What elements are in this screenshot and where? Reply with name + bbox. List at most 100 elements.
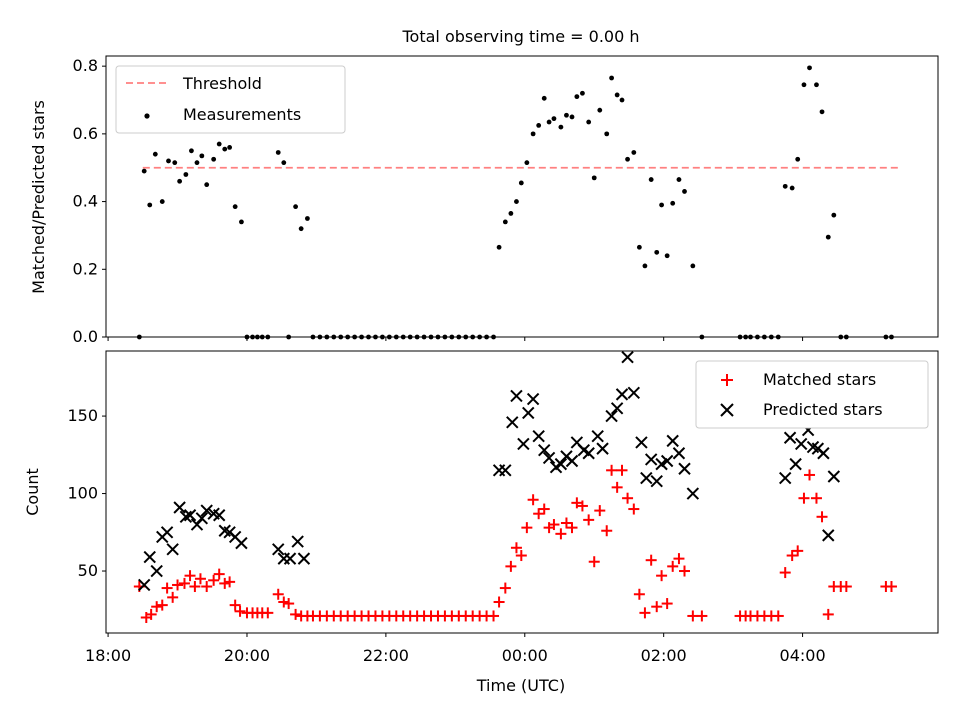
bottom-xtick-label: 18:00	[85, 646, 131, 665]
predicted-star-marker	[538, 443, 551, 457]
top-ylabel: Matched/Predicted stars	[29, 100, 48, 294]
matched-star-marker	[576, 500, 588, 512]
measurement-point	[496, 244, 502, 250]
matched-star-marker	[167, 591, 179, 603]
measurement-point	[648, 177, 654, 182]
measurement-point	[298, 226, 304, 232]
predicted-star-marker	[686, 487, 700, 500]
measurement-point	[222, 146, 228, 152]
matched-star-marker	[810, 492, 822, 504]
matched-star-marker	[667, 560, 679, 572]
matched-star-marker	[505, 560, 517, 572]
predicted-star-marker	[235, 536, 248, 550]
predicted-star-marker	[272, 543, 285, 556]
measurement-point	[536, 123, 542, 128]
measurement-point	[514, 199, 519, 204]
matched-star-marker	[571, 497, 583, 509]
measurement-point	[831, 212, 837, 218]
measurement-point	[211, 156, 217, 162]
matched-star-marker	[219, 577, 231, 589]
measurement-point	[281, 160, 287, 166]
matched-star-marker	[772, 610, 784, 622]
measurement-point	[591, 175, 597, 181]
predicted-star-marker	[195, 512, 209, 525]
measurement-point	[518, 180, 524, 186]
measurement-point	[152, 151, 158, 157]
measurement-point	[690, 263, 696, 269]
measurement-point	[814, 82, 819, 88]
matched-star-marker	[656, 570, 668, 582]
measurement-point	[580, 90, 585, 96]
matched-star-marker	[548, 519, 560, 531]
predicted-star-marker	[200, 504, 213, 517]
measurement-point	[597, 107, 603, 113]
bottom-ytick-label: 100	[67, 484, 98, 503]
matched-star-marker	[628, 503, 640, 515]
matched-star-marker	[566, 522, 578, 534]
matched-star-marker	[616, 464, 628, 476]
matched-star-marker	[622, 492, 634, 504]
predicted-star-marker	[783, 431, 797, 444]
predicted-star-marker	[137, 578, 151, 592]
bottom-xtick-label: 02:00	[641, 646, 687, 665]
measurement-point	[795, 156, 801, 162]
predicted-star-marker	[621, 350, 634, 364]
matched-star-marker	[499, 582, 511, 594]
top-ytick-label: 0.2	[73, 259, 98, 278]
matched-star-marker	[538, 503, 550, 515]
predicted-star-marker	[143, 550, 156, 564]
predicted-star-marker	[582, 447, 595, 460]
predicted-star-marker	[565, 454, 579, 468]
matched-star-marker	[184, 570, 196, 582]
predicted-star-marker	[678, 462, 691, 475]
predicted-star-marker	[596, 442, 609, 455]
matched-star-marker	[229, 599, 241, 611]
matched-star-marker	[639, 607, 651, 619]
matched-star-marker	[278, 596, 290, 608]
measurement-point	[166, 158, 171, 164]
predicted-star-marker	[650, 474, 663, 488]
predicted-star-marker	[591, 430, 604, 443]
matched-star-marker	[633, 588, 645, 600]
matched-star-marker	[822, 608, 834, 620]
measurement-point	[305, 216, 310, 221]
predicted-star-marker	[212, 509, 226, 522]
measurement-point	[574, 94, 580, 100]
measurement-point	[172, 160, 178, 166]
matched-star-marker	[262, 607, 274, 619]
measurement-point	[239, 219, 244, 225]
matched-star-marker	[493, 596, 505, 608]
measurement-point	[189, 148, 194, 154]
measurement-point	[569, 114, 575, 120]
matched-star-marker	[161, 582, 173, 594]
top-ytick-label: 0.8	[73, 56, 98, 75]
legend-threshold-label: Threshold	[182, 74, 262, 93]
matched-star-marker	[555, 528, 567, 540]
predicted-star-marker	[517, 437, 530, 451]
measurement-point	[177, 178, 183, 184]
matched-star-marker	[792, 545, 804, 557]
predicted-star-marker	[532, 430, 545, 443]
measurement-point	[199, 153, 205, 159]
matched-star-marker	[816, 511, 828, 523]
measurement-point	[659, 202, 664, 208]
bottom-ytick-label: 150	[67, 406, 98, 425]
matched-star-marker	[885, 581, 897, 593]
predicted-star-marker	[779, 471, 792, 485]
matched-star-marker	[679, 565, 691, 577]
bottom-legend: Matched stars Predicted stars	[695, 360, 929, 429]
matched-star-marker	[515, 550, 527, 562]
measurement-point	[636, 244, 642, 250]
measurement-point	[232, 204, 238, 210]
matched-star-marker	[208, 574, 220, 586]
legend-matched-label: Matched stars	[763, 370, 876, 389]
measurement-point	[558, 124, 564, 130]
measurement-point	[159, 199, 165, 204]
measurement-point	[541, 95, 547, 101]
predicted-star-marker	[183, 509, 197, 522]
measurement-point	[227, 145, 233, 150]
predicted-star-marker	[672, 447, 686, 460]
measurement-point	[609, 75, 614, 81]
measurement-point	[801, 82, 807, 88]
matched-star-marker	[611, 481, 623, 493]
